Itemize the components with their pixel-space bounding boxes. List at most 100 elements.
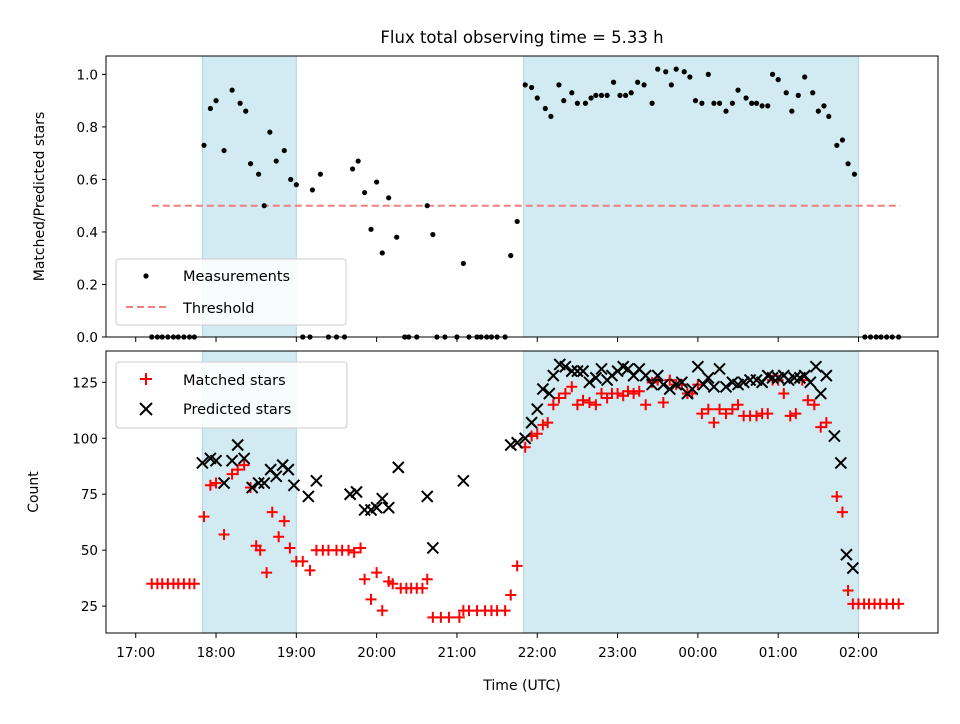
matched-star-point (359, 573, 371, 585)
matched-star-point (815, 421, 827, 433)
matched-star-point (537, 419, 549, 431)
measurement-point (201, 142, 207, 148)
legend-predicted-label: Predicted stars (183, 402, 291, 418)
matched-star-point (531, 428, 543, 440)
predicted-star-point (370, 501, 383, 514)
chart-title: Flux total observing time = 5.33 h (380, 28, 663, 47)
measurement-point (743, 95, 749, 101)
predicted-star-point (565, 364, 578, 378)
y-tick-label: 0.6 (77, 172, 98, 188)
measurement-point (617, 92, 623, 98)
predicted-star-point (382, 501, 395, 514)
ratio-panel: 0.0 0.2 0.4 0.6 0.8 1.0 Matched/Predicted sta… (32, 55, 939, 346)
matched-star-point (348, 546, 360, 558)
measurement-point (668, 82, 674, 88)
matched-star-point (778, 388, 790, 400)
matched-star-point (790, 408, 802, 420)
x-axis-label: Time (UTC) (482, 678, 560, 694)
x-tick-label: 20:00 (357, 645, 396, 661)
x-tick-label: 18:00 (197, 645, 236, 661)
predicted-star-point (719, 380, 733, 394)
measurement-point (424, 203, 430, 209)
measurement-point (769, 71, 776, 77)
predicted-star-point (302, 490, 315, 503)
matched-star-point (702, 403, 714, 415)
matched-star-point (238, 459, 250, 471)
predicted-star-point (531, 402, 544, 416)
measurement-point (687, 74, 693, 80)
observing-intervals (201, 55, 859, 338)
predicted-star-point (804, 376, 817, 389)
matched-star-point (505, 589, 517, 601)
predicted-star-point (834, 456, 848, 470)
matched-star-point (640, 399, 652, 411)
matched-star-point (511, 560, 523, 572)
predicted-star-point (209, 454, 223, 467)
predicted-star-point (583, 376, 596, 389)
matched-star-point (633, 385, 645, 397)
matched-star-point (210, 477, 222, 489)
matched-star-point (664, 374, 676, 386)
measurement-point (522, 82, 528, 88)
predicted-star-point (828, 429, 841, 443)
matched-star-point (831, 490, 843, 502)
matched-star-point (453, 611, 465, 623)
predicted-star-point (282, 463, 295, 476)
predicted-star-point (350, 485, 363, 499)
measurement-point (810, 90, 816, 96)
matched-star-point (343, 544, 355, 556)
measurement-point (775, 77, 781, 83)
measurement-point (610, 79, 617, 85)
matched-star-point (596, 388, 608, 400)
measurement-point (821, 103, 827, 109)
y-tick-label: 0.8 (77, 120, 98, 136)
predicted-star-point (691, 360, 705, 373)
measurement-point (692, 98, 699, 104)
matched-star-point (708, 417, 720, 429)
predicted-star-point (788, 371, 801, 385)
measurement-point (574, 100, 581, 106)
measurement-point (649, 100, 655, 106)
count-legend: Matched stars Predicted stars (115, 361, 348, 429)
predicted-star-point (510, 436, 524, 449)
predicted-star-point (846, 561, 860, 575)
matched-star-point (547, 399, 559, 411)
predicted-star-point (576, 364, 590, 378)
matched-star-point (188, 578, 200, 590)
ratio-y-axis: 0.0 0.2 0.4 0.6 0.8 1.0 (77, 67, 106, 346)
matched-star-point (566, 381, 578, 393)
matched-star-point (376, 605, 388, 617)
legend-threshold-label: Threshold (182, 301, 254, 317)
ratio-legend: Measurements Threshold (115, 258, 347, 326)
predicted-star-point (426, 541, 440, 555)
measurement-point (795, 92, 801, 98)
predicted-star-point (651, 369, 664, 382)
measurement-point (508, 252, 514, 259)
measurement-point (237, 100, 243, 106)
measurement-point (386, 195, 392, 201)
matched-star-point (355, 542, 367, 554)
observing-interval-2 (523, 55, 859, 338)
predicted-star-point (310, 474, 323, 488)
predicted-star-point (645, 378, 659, 391)
x-tick-label: 00:00 (678, 645, 717, 661)
matched-star-point (542, 417, 554, 429)
measurement-point (255, 171, 262, 177)
y-tick-label: 75 (81, 487, 98, 503)
legend-matched-label: Matched stars (183, 373, 286, 389)
matched-star-point (842, 584, 854, 596)
legend-measurements-marker (143, 273, 149, 279)
predicted-star-point (536, 382, 550, 396)
measurement-point (273, 158, 279, 164)
measurement-point (839, 137, 846, 143)
matched-star-point (646, 376, 658, 388)
predicted-star-point (270, 470, 283, 483)
matched-star-point (836, 506, 848, 518)
x-tick-label: 19:00 (277, 645, 316, 661)
y-tick-label: 50 (81, 543, 98, 559)
y-tick-label: 25 (81, 599, 98, 615)
matched-star-point (571, 399, 583, 411)
measurement-point (529, 84, 535, 91)
measurement-point (723, 108, 729, 114)
matched-star-point (204, 479, 216, 491)
